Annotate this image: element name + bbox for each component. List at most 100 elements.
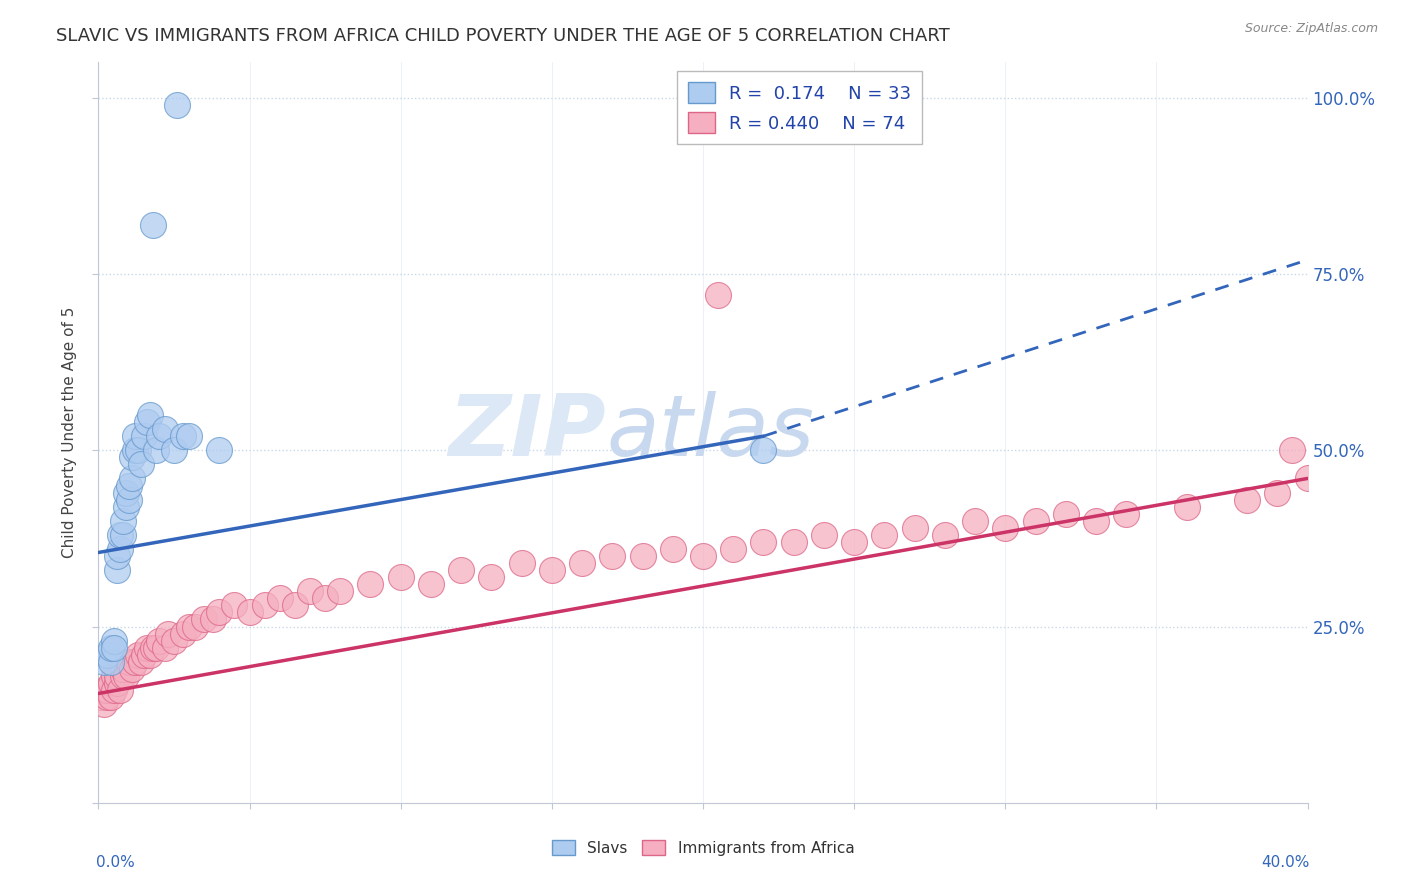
Point: [100, 640, 122, 655]
Y-axis label: Child Poverty Under the Age of 5: Child Poverty Under the Age of 5: [62, 307, 77, 558]
Point: [360, 577, 382, 591]
Point: [329, 584, 352, 599]
Point: [389, 570, 412, 584]
Point: [179, 619, 201, 633]
Text: Source: ZipAtlas.com: Source: ZipAtlas.com: [1244, 22, 1378, 36]
Point: [965, 514, 987, 528]
Point: [692, 549, 714, 563]
Point: [752, 535, 775, 549]
Point: [93, 655, 115, 669]
Point: [105, 549, 128, 563]
Point: [184, 619, 207, 633]
Point: [202, 612, 225, 626]
Point: [129, 458, 152, 472]
Point: [93, 697, 115, 711]
Point: [179, 429, 201, 443]
Point: [135, 415, 157, 429]
Point: [100, 655, 122, 669]
Point: [103, 633, 125, 648]
Point: [108, 528, 131, 542]
Point: [96, 648, 118, 662]
Point: [90, 690, 112, 704]
Point: [111, 662, 134, 676]
Point: [1281, 443, 1303, 458]
Point: [1175, 500, 1198, 514]
Point: [1085, 514, 1108, 528]
Point: [111, 514, 134, 528]
Point: [124, 443, 146, 458]
Point: [156, 626, 179, 640]
Point: [118, 478, 141, 492]
Point: [135, 640, 157, 655]
Point: [121, 662, 143, 676]
Point: [994, 521, 1017, 535]
Point: [193, 612, 215, 626]
Point: [118, 492, 141, 507]
Point: [103, 683, 125, 698]
Point: [139, 648, 162, 662]
Point: [132, 429, 155, 443]
Point: [723, 541, 745, 556]
Point: [105, 563, 128, 577]
Point: [111, 528, 134, 542]
Point: [450, 563, 472, 577]
Point: [118, 655, 141, 669]
Point: [224, 599, 246, 613]
Point: [108, 683, 131, 698]
Point: [314, 591, 336, 606]
Point: [934, 528, 956, 542]
Point: [145, 443, 167, 458]
Point: [142, 640, 165, 655]
Point: [1267, 485, 1289, 500]
Point: [208, 443, 231, 458]
Point: [166, 97, 188, 112]
Point: [145, 640, 167, 655]
Point: [752, 443, 775, 458]
Point: [105, 676, 128, 690]
Point: [661, 541, 683, 556]
Point: [124, 429, 146, 443]
Point: [103, 640, 125, 655]
Legend: Slavs, Immigrants from Africa: Slavs, Immigrants from Africa: [546, 834, 860, 862]
Point: [707, 288, 730, 302]
Point: [100, 690, 122, 704]
Point: [299, 584, 322, 599]
Point: [813, 528, 835, 542]
Point: [163, 633, 186, 648]
Point: [269, 591, 291, 606]
Point: [1024, 514, 1046, 528]
Text: 40.0%: 40.0%: [1261, 855, 1310, 870]
Point: [93, 683, 115, 698]
Point: [127, 648, 149, 662]
Point: [114, 669, 136, 683]
Text: atlas: atlas: [606, 391, 814, 475]
Point: [253, 599, 276, 613]
Point: [96, 683, 118, 698]
Point: [103, 669, 125, 683]
Point: [163, 443, 186, 458]
Point: [284, 599, 307, 613]
Point: [510, 556, 533, 570]
Point: [172, 626, 194, 640]
Point: [844, 535, 866, 549]
Point: [904, 521, 927, 535]
Point: [172, 429, 194, 443]
Text: SLAVIC VS IMMIGRANTS FROM AFRICA CHILD POVERTY UNDER THE AGE OF 5 CORRELATION CH: SLAVIC VS IMMIGRANTS FROM AFRICA CHILD P…: [56, 27, 950, 45]
Point: [142, 218, 165, 232]
Point: [127, 443, 149, 458]
Point: [121, 471, 143, 485]
Point: [208, 606, 231, 620]
Point: [783, 535, 806, 549]
Point: [1296, 471, 1319, 485]
Point: [132, 648, 155, 662]
Text: ZIP: ZIP: [449, 391, 606, 475]
Point: [139, 408, 162, 422]
Point: [148, 429, 170, 443]
Point: [1054, 507, 1077, 521]
Point: [481, 570, 503, 584]
Point: [153, 640, 176, 655]
Point: [114, 500, 136, 514]
Point: [153, 422, 176, 436]
Point: [108, 541, 131, 556]
Point: [873, 528, 896, 542]
